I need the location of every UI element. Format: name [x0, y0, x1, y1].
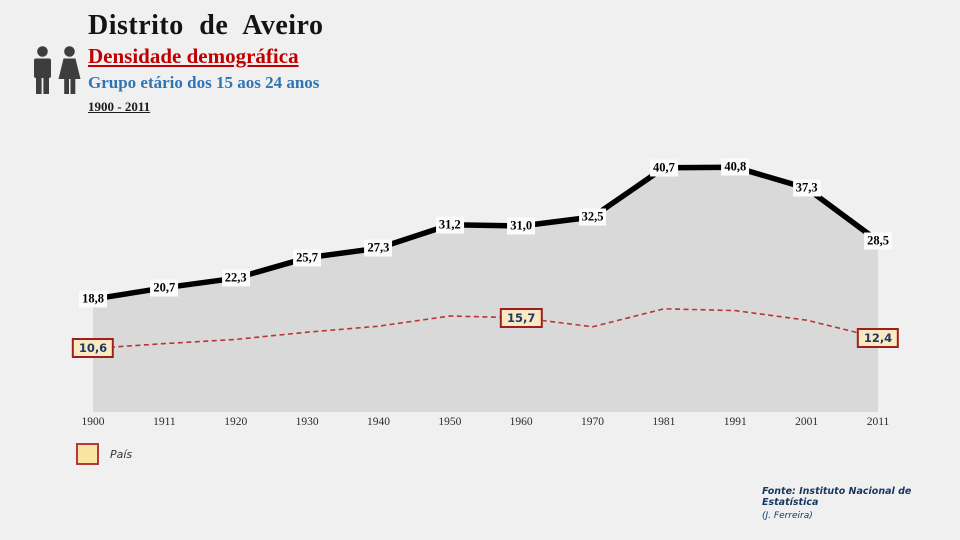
- value-label-1900: 18,8: [79, 290, 107, 308]
- x-axis-label-1911: 1911: [153, 416, 176, 428]
- value-label-1981: 40,7: [649, 159, 678, 177]
- value-label-2011: 28,5: [864, 232, 892, 250]
- value-label-1991: 40,8: [721, 158, 750, 176]
- x-axis-label-1970: 1970: [581, 416, 605, 428]
- region-title: Distrito de Aveiro: [88, 10, 324, 41]
- source-line: Fonte: Instituto Nacional de Estatística: [762, 486, 912, 508]
- district-area-fill: [93, 167, 878, 412]
- value-label-1920: 22,3: [221, 269, 250, 287]
- credit-line: (J. Ferreira): [762, 511, 813, 521]
- chart-header: Distrito de Aveiro Densidade demográfica…: [88, 10, 324, 114]
- pais-value-box-1960: 15,7: [499, 307, 543, 328]
- value-label-1911: 20,7: [150, 279, 179, 297]
- value-label-1950: 31,2: [435, 216, 464, 234]
- pais-series-line: [92, 307, 879, 350]
- value-label-1970: 32,5: [578, 208, 607, 226]
- pais-value-box-1900: 10,6: [71, 338, 115, 359]
- x-axis-label-1920: 1920: [224, 416, 248, 428]
- value-label-2001: 37,3: [792, 179, 821, 197]
- age-group-subtitle: Grupo etário dos 15 aos 24 anos: [88, 73, 320, 92]
- x-axis-label-1930: 1930: [295, 416, 319, 428]
- x-axis-label-1960: 1960: [509, 416, 533, 428]
- man-woman-icon-svg: [34, 46, 81, 94]
- x-axis-label-2011: 2011: [866, 416, 890, 428]
- man-woman-icon: [30, 46, 82, 103]
- period-range: 1900 - 2011: [88, 99, 151, 114]
- pais-value-box-2011: 12,4: [856, 327, 900, 348]
- pais-legend-label: País: [110, 447, 133, 461]
- source-block: Fonte: Instituto Nacional de Estatística…: [762, 486, 960, 521]
- value-label-1960: 31,0: [507, 217, 536, 235]
- x-axis-label-1950: 1950: [438, 416, 462, 428]
- pais-legend-swatch-icon: [76, 443, 99, 465]
- x-axis-label-1940: 1940: [366, 416, 390, 428]
- chart-title: Densidade demográfica: [88, 44, 299, 68]
- legend: País: [76, 443, 132, 465]
- x-axis-label-1991: 1991: [723, 416, 747, 428]
- x-axis-label-1981: 1981: [652, 416, 676, 428]
- x-axis-label-1900: 1900: [81, 416, 105, 428]
- x-axis-label-2001: 2001: [795, 416, 819, 428]
- value-label-1930: 25,7: [293, 249, 322, 267]
- value-label-1940: 27,3: [364, 239, 393, 257]
